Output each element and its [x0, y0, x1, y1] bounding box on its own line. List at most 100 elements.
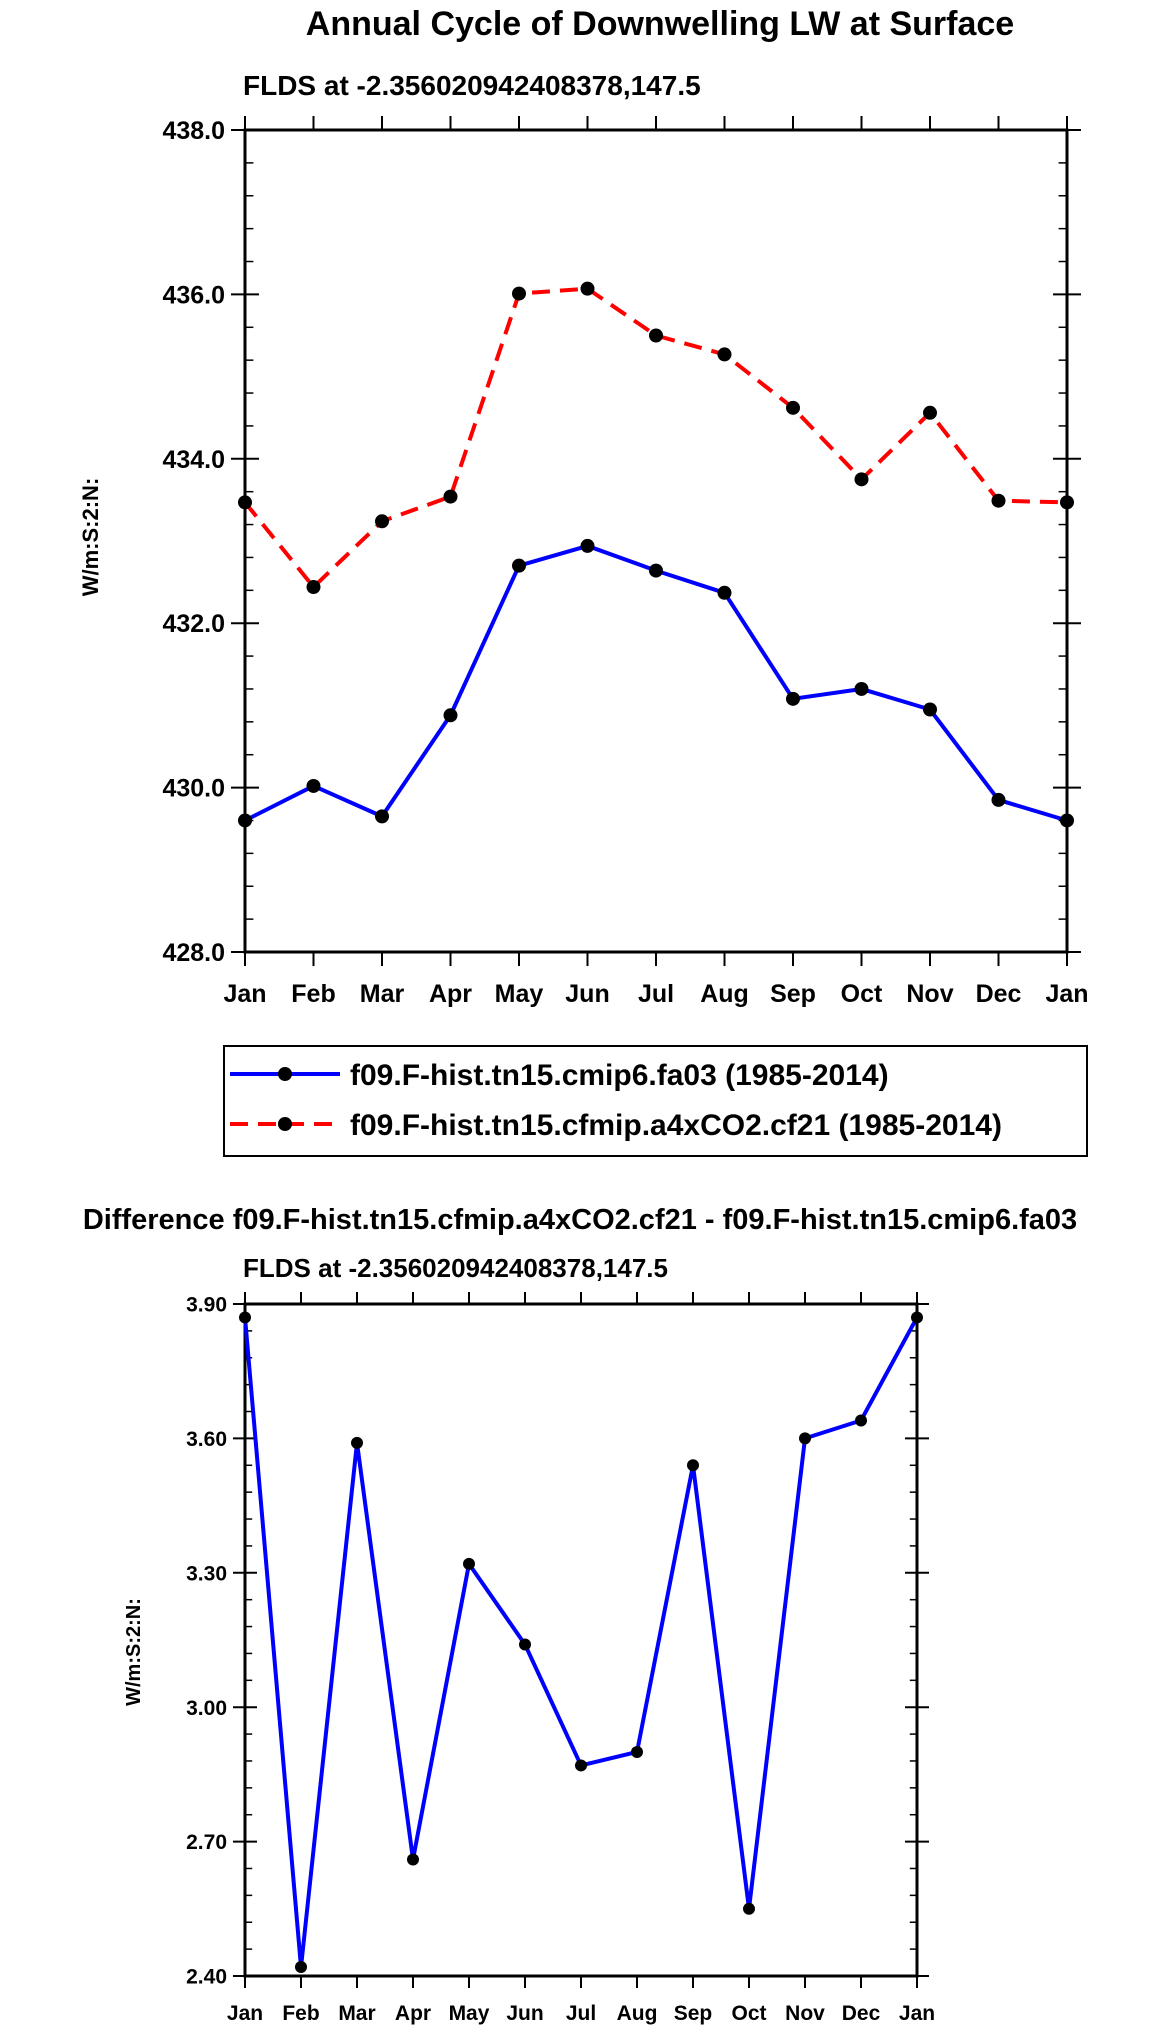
x-tick-label: Jul: [566, 2002, 596, 2025]
y-tick-label: 428.0: [162, 939, 225, 967]
x-tick-label: Apr: [429, 980, 472, 1008]
data-point: [580, 538, 595, 553]
y-tick-label: 3.30: [186, 1562, 227, 1585]
data-point: [743, 1902, 755, 1915]
legend-marker-series-1: [278, 1067, 292, 1081]
top-chart-y-tick-labels: 428.0 430.0 432.0 434.0 436.0 438.0: [162, 117, 225, 967]
y-tick-label: 436.0: [162, 281, 225, 309]
data-point: [786, 400, 800, 415]
top-chart-ticks: [231, 116, 1081, 966]
y-tick-label: 432.0: [162, 610, 225, 638]
bottom-chart-subtitle: FLDS at -2.356020942408378,147.5: [243, 1253, 668, 1283]
data-point: [463, 1557, 475, 1570]
y-tick-label: 3.00: [186, 1697, 227, 1720]
data-point: [519, 1638, 531, 1651]
data-point: [306, 778, 321, 793]
x-tick-label: Dec: [842, 2002, 881, 2025]
legend-marker-series-2: [278, 1117, 292, 1131]
x-tick-label: Apr: [395, 2002, 431, 2025]
top-chart-subtitle: FLDS at -2.356020942408378,147.5: [243, 70, 701, 101]
y-tick-label: 2.40: [186, 1966, 227, 1989]
x-tick-label: Feb: [291, 980, 335, 1008]
data-point: [295, 1961, 307, 1974]
data-point: [855, 1414, 867, 1427]
x-tick-label: May: [495, 980, 544, 1008]
data-point: [1060, 495, 1074, 510]
bottom-chart-title: Difference f09.F-hist.tn15.cfmip.a4xCO2.…: [83, 1204, 1077, 1236]
x-tick-label: Feb: [282, 2002, 319, 2025]
data-point: [786, 691, 800, 706]
y-tick-label: 430.0: [162, 775, 225, 803]
data-point: [923, 405, 937, 420]
data-point: [239, 1311, 251, 1324]
bottom-chart-x-tick-labels: Jan Feb Mar Apr May Jun Jul Aug Sep Oct Nov Dec Jan: [227, 2002, 935, 2025]
data-point: [512, 286, 526, 301]
x-tick-label: Jun: [506, 2002, 543, 2025]
data-point: [649, 563, 663, 578]
top-chart-x-tick-labels: Jan Feb Mar Apr May Jun Jul Aug Sep Oct Nov Dec Jan: [223, 980, 1088, 1008]
data-point: [375, 514, 389, 529]
data-point: [306, 580, 321, 595]
x-tick-label: Mar: [338, 2002, 375, 2025]
data-point: [911, 1311, 923, 1324]
x-tick-label: Aug: [617, 2002, 658, 2025]
bottom-chart-y-axis-label: W/m:S:2:N:: [123, 1598, 145, 1706]
series-line-1: [243, 1316, 919, 1970]
x-tick-label: Jan: [899, 2002, 935, 2025]
y-tick-label: 434.0: [162, 446, 225, 474]
x-tick-label: Jul: [638, 980, 674, 1008]
data-point: [991, 493, 1006, 508]
y-tick-label: 3.90: [186, 1294, 227, 1317]
x-tick-label: May: [449, 2002, 490, 2025]
x-tick-label: Oct: [841, 980, 883, 1008]
data-point: [443, 708, 458, 723]
data-point: [351, 1436, 363, 1449]
legend: f09.F-hist.tn15.cmip6.fa03 (1985-2014) f…: [223, 1045, 1088, 1157]
bottom-chart-ticks: [233, 1292, 929, 1988]
x-tick-label: Mar: [360, 980, 405, 1008]
data-point: [854, 681, 869, 696]
x-tick-label: Dec: [976, 980, 1022, 1008]
x-tick-label: Oct: [731, 2002, 766, 2025]
y-tick-label: 3.60: [186, 1428, 227, 1451]
x-tick-label: Sep: [674, 2002, 713, 2025]
top-chart: Annual Cycle of Downwelling LW at Surfac…: [78, 5, 1089, 1008]
bottom-chart-series: [239, 1311, 923, 1974]
x-tick-label: Jun: [565, 980, 609, 1008]
data-point: [717, 585, 732, 600]
bottom-chart-plot-frame: [243, 1302, 919, 1978]
x-tick-label: Jan: [1045, 980, 1088, 1008]
data-point: [631, 1746, 643, 1758]
data-point: [717, 347, 732, 362]
x-tick-label: Jan: [223, 980, 266, 1008]
data-point: [407, 1853, 419, 1866]
y-tick-label: 2.70: [186, 1831, 227, 1854]
legend-label-series-1: f09.F-hist.tn15.cmip6.fa03 (1985-2014): [350, 1059, 889, 1092]
top-chart-series: [238, 281, 1074, 828]
data-point: [799, 1432, 811, 1445]
data-point: [923, 702, 937, 717]
bottom-chart: Difference f09.F-hist.tn15.cfmip.a4xCO2.…: [83, 1204, 1077, 2025]
x-tick-label: Sep: [770, 980, 816, 1008]
x-tick-label: Aug: [700, 980, 749, 1008]
legend-box: [223, 1045, 1088, 1157]
y-tick-label: 438.0: [162, 117, 225, 145]
data-point: [443, 489, 458, 504]
data-point: [512, 558, 526, 573]
legend-label-series-2: f09.F-hist.tn15.cfmip.a4xCO2.cf21 (1985-…: [350, 1109, 1002, 1142]
data-point: [375, 809, 389, 824]
x-tick-label: Nov: [785, 2002, 825, 2025]
data-point: [580, 281, 595, 296]
data-point: [854, 472, 869, 487]
data-point: [575, 1759, 587, 1772]
x-tick-label: Nov: [906, 980, 953, 1008]
data-point: [991, 792, 1006, 807]
data-point: [649, 328, 663, 343]
top-chart-plot-frame: [243, 128, 1069, 954]
data-point: [1060, 813, 1074, 828]
top-chart-title: Annual Cycle of Downwelling LW at Surfac…: [306, 5, 1014, 43]
series-line-1: [244, 543, 1068, 823]
top-chart-y-axis-label: W/m:S:2:N:: [78, 478, 103, 597]
data-point: [687, 1459, 699, 1472]
